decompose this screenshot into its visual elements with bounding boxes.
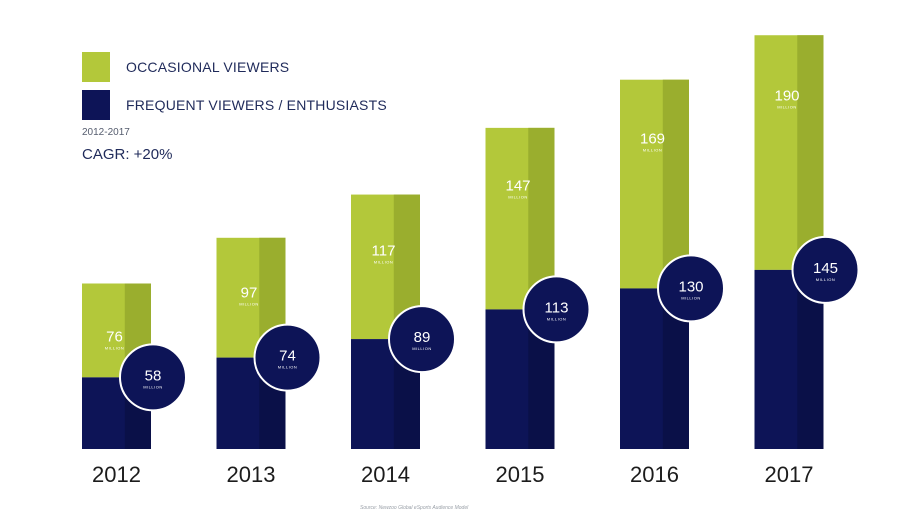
data-unit-occasional-2013: MILLION: [239, 301, 259, 306]
bubble-frequent-2013: [253, 323, 322, 392]
x-tick-label-2017: 2017: [765, 462, 814, 487]
data-label-frequent-2014: 89: [414, 329, 431, 346]
source-note: Source: Newzoo Global eSports Audience M…: [360, 505, 469, 511]
x-tick-label-2013: 2013: [227, 462, 276, 487]
data-label-frequent-2016: 130: [678, 278, 703, 295]
data-label-occasional-2017: 190: [774, 88, 799, 105]
cagr-label: CAGR: +20%: [82, 146, 173, 163]
legend-item-frequent: FREQUENT VIEWERS / ENTHUSIASTS: [82, 90, 387, 120]
data-unit-occasional-2017: MILLION: [777, 105, 797, 110]
bubble-frequent-2016: [657, 254, 725, 323]
data-label-occasional-2015: 147: [505, 177, 530, 194]
data-unit-frequent-2016: MILLION: [681, 295, 701, 300]
data-unit-occasional-2014: MILLION: [374, 260, 394, 265]
x-tick-label-2015: 2015: [496, 462, 545, 487]
bubble-frequent-2014: [388, 305, 456, 374]
data-label-occasional-2012: 76: [106, 328, 123, 345]
data-label-occasional-2013: 97: [241, 284, 258, 301]
data-unit-frequent-2012: MILLION: [143, 384, 163, 389]
data-label-frequent-2013: 74: [279, 348, 296, 365]
data-label-frequent-2015: 113: [545, 299, 569, 316]
x-tick-label-2014: 2014: [361, 462, 410, 487]
bar-occasional-shade-2017: [797, 35, 824, 270]
data-unit-occasional-2016: MILLION: [643, 148, 663, 153]
data-unit-frequent-2015: MILLION: [547, 316, 567, 321]
data-label-frequent-2012: 58: [145, 367, 162, 384]
legend-swatch-occasional: [82, 52, 110, 82]
legend-label-occasional: OCCASIONAL VIEWERS: [126, 59, 290, 75]
data-label-frequent-2017: 145: [813, 260, 838, 277]
bar-occasional-shade-2016: [662, 79, 689, 289]
legend-item-occasional: OCCASIONAL VIEWERS: [82, 52, 387, 82]
data-unit-frequent-2013: MILLION: [278, 365, 298, 370]
bubble-frequent-2017: [791, 235, 860, 304]
legend-label-frequent: FREQUENT VIEWERS / ENTHUSIASTS: [126, 97, 387, 113]
data-unit-frequent-2017: MILLION: [816, 277, 836, 282]
legend: OCCASIONAL VIEWERS FREQUENT VIEWERS / EN…: [82, 52, 387, 128]
period-label: 2012-2017: [82, 127, 130, 138]
x-tick-label-2012: 2012: [92, 462, 141, 487]
bubble-frequent-2012: [119, 343, 187, 412]
data-label-occasional-2016: 169: [640, 131, 665, 148]
data-unit-frequent-2014: MILLION: [412, 346, 432, 351]
bubble-frequent-2015: [522, 275, 591, 344]
data-label-occasional-2014: 117: [372, 243, 396, 260]
data-unit-occasional-2012: MILLION: [105, 345, 125, 350]
legend-swatch-frequent: [82, 90, 110, 120]
x-tick-label-2016: 2016: [630, 462, 679, 487]
data-unit-occasional-2015: MILLION: [508, 194, 528, 199]
